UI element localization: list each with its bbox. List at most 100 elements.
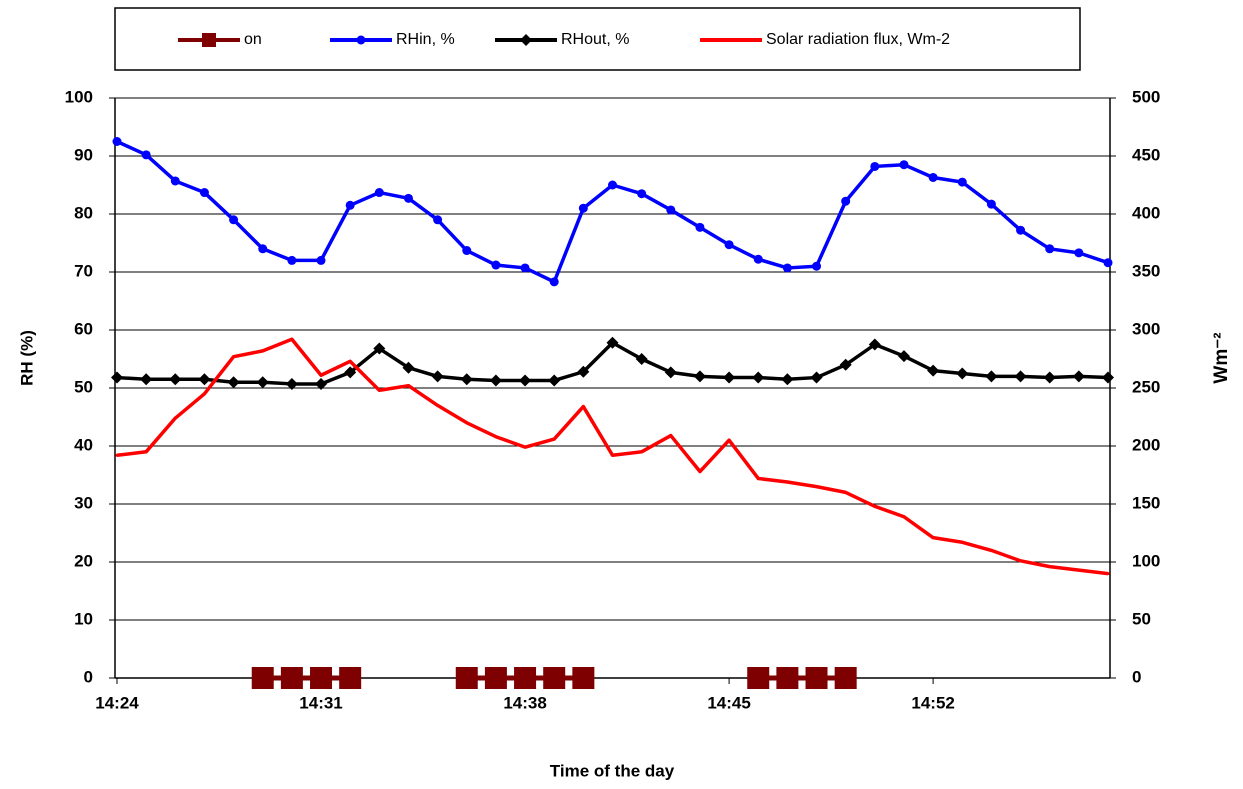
marker	[173, 416, 177, 420]
marker	[256, 376, 269, 389]
marker	[403, 193, 413, 203]
y-tick-label: 80	[74, 203, 93, 222]
marker	[290, 337, 294, 341]
y-tick-label: 60	[74, 319, 93, 338]
legend: on RHin, % RHout, % Solar radiation flux, W…	[178, 31, 950, 48]
x-tick-label: 14:52	[911, 693, 954, 712]
marker	[455, 667, 478, 689]
marker	[170, 176, 180, 186]
marker	[552, 437, 556, 441]
y-tick-label: 20	[74, 551, 93, 570]
marker	[436, 403, 440, 407]
marker	[841, 196, 851, 206]
marker	[373, 342, 386, 355]
marker	[756, 476, 760, 480]
x-axis-title: Time of the day	[550, 761, 675, 780]
marker	[345, 200, 355, 210]
y2-tick-label: 300	[1132, 319, 1160, 338]
marker	[729, 38, 733, 42]
marker	[986, 199, 996, 209]
marker	[608, 180, 617, 190]
x-tick-label: 14:45	[707, 693, 750, 712]
marker	[1103, 258, 1113, 268]
marker	[902, 515, 906, 519]
marker	[1045, 244, 1055, 254]
marker	[519, 374, 532, 387]
y-axis-title: RH (%)	[17, 330, 36, 386]
marker	[491, 260, 501, 270]
marker	[431, 370, 444, 383]
marker	[1074, 248, 1084, 258]
marker	[261, 349, 265, 353]
marker	[781, 373, 794, 386]
y2-tick-label: 150	[1132, 493, 1160, 512]
marker	[433, 215, 443, 225]
marker	[839, 358, 852, 371]
marker	[484, 667, 507, 689]
marker	[844, 490, 848, 494]
marker	[960, 540, 964, 544]
y-tick-label: 10	[74, 609, 93, 628]
marker	[140, 373, 153, 386]
marker	[514, 667, 537, 689]
marker	[460, 373, 473, 386]
marker	[316, 255, 326, 265]
marker	[815, 485, 819, 489]
marker	[928, 172, 938, 182]
marker	[406, 384, 410, 388]
y2-tick-label: 250	[1132, 377, 1160, 396]
marker	[723, 371, 736, 384]
marker	[287, 255, 297, 265]
y2-axis-title: Wm⁻²	[1211, 332, 1232, 383]
marker	[1077, 568, 1081, 572]
marker	[785, 480, 789, 484]
marker	[985, 370, 998, 383]
y2-tick-label: 350	[1132, 261, 1160, 280]
marker	[111, 371, 123, 384]
marker	[115, 453, 119, 457]
series-line	[116, 139, 1109, 284]
marker	[956, 367, 969, 380]
marker	[465, 421, 469, 425]
marker	[310, 667, 333, 689]
marker	[640, 450, 644, 454]
y-tick-label: 0	[84, 667, 93, 686]
marker	[693, 370, 706, 383]
marker	[776, 667, 799, 689]
marker	[664, 366, 677, 379]
marker	[897, 350, 910, 363]
marker	[1106, 572, 1110, 576]
marker	[1019, 559, 1023, 563]
y2-tick-label: 400	[1132, 203, 1160, 222]
marker	[543, 667, 566, 689]
marker	[957, 177, 967, 187]
marker	[873, 504, 877, 508]
marker	[339, 667, 362, 689]
marker	[1072, 370, 1085, 383]
marker	[637, 189, 647, 199]
marker	[169, 373, 182, 386]
marker	[868, 338, 881, 351]
marker	[344, 366, 357, 379]
marker	[606, 336, 619, 349]
y2-tick-label: 50	[1132, 609, 1151, 628]
marker	[229, 215, 239, 225]
marker	[724, 240, 734, 250]
marker	[548, 374, 561, 387]
marker	[989, 548, 993, 552]
marker	[141, 150, 151, 160]
marker	[520, 263, 530, 273]
legend-label: Solar radiation flux, Wm-2	[766, 31, 950, 48]
marker	[523, 445, 527, 449]
y2-tick-label: 450	[1132, 145, 1160, 164]
x-tick-label: 14:38	[503, 693, 546, 712]
marker	[202, 392, 206, 396]
y-tick-label: 30	[74, 493, 93, 512]
marker	[747, 667, 770, 689]
marker	[494, 435, 498, 439]
marker	[1016, 225, 1026, 235]
marker	[931, 536, 935, 540]
marker	[578, 203, 588, 213]
marker	[1043, 371, 1056, 384]
